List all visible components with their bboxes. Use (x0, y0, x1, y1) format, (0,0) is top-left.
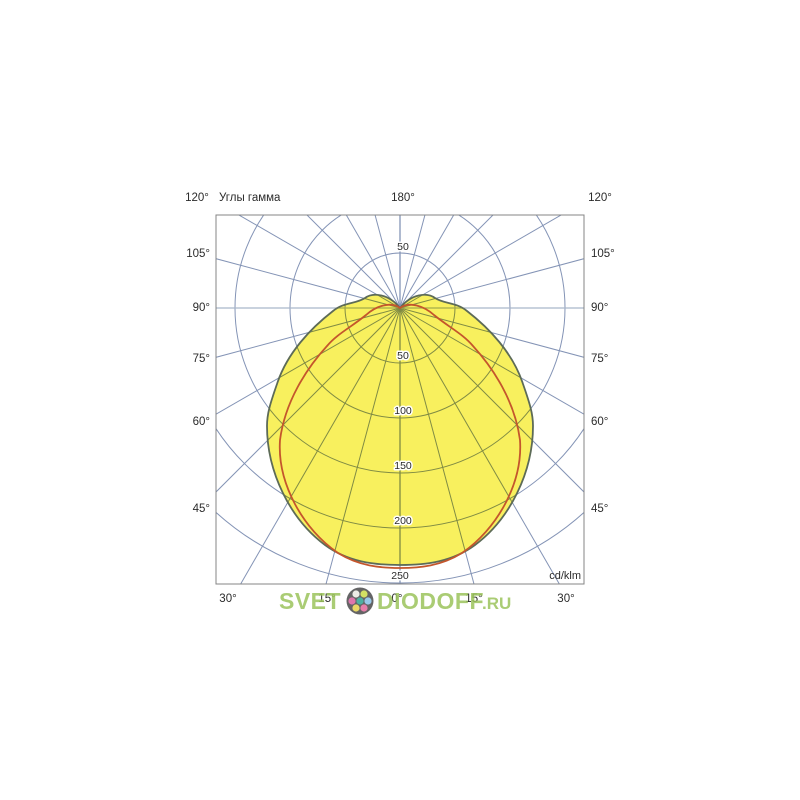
distribution-curve-c0 (278, 303, 522, 569)
angle-label-top-180: 180° (391, 192, 415, 204)
polar-grid (216, 215, 584, 584)
angle-label-bottom-right-15: 15° (465, 593, 482, 605)
angle-label-left-105: 105° (186, 248, 210, 260)
ring-label-100: 100 (394, 405, 412, 417)
ring-label-upper-50: 50 (397, 241, 409, 253)
chart-title: Углы гамма (219, 192, 281, 204)
angle-label-left-90: 90° (193, 302, 210, 314)
angle-label-bottom-right-30: 30° (557, 593, 574, 605)
angle-label-top-left-120: 120° (185, 192, 209, 204)
ring-label-200: 200 (394, 515, 412, 527)
angle-label-left-75: 75° (193, 353, 210, 365)
watermark: SVET DIODOFF .RU (279, 587, 511, 615)
watermark-text-prefix: SVET (279, 588, 341, 614)
watermark-logo-icon (346, 587, 374, 615)
distribution-curve-c90-outline (266, 293, 534, 566)
ring-label-50: 50 (397, 350, 409, 362)
angle-label-right-105: 105° (591, 248, 615, 260)
angle-label-right-60: 60° (591, 416, 608, 428)
angle-label-bottom-left-30: 30° (219, 593, 236, 605)
angle-label-top-right-120: 120° (588, 192, 612, 204)
unit-label: cd/klm (549, 570, 581, 582)
watermark-text-suffix: DIODOFF (377, 588, 484, 614)
angle-label-left-60: 60° (193, 416, 210, 428)
watermark-text-tld: .RU (482, 594, 511, 613)
angle-label-bottom-left-15: 15° (318, 593, 335, 605)
angle-label-right-75: 75° (591, 353, 608, 365)
angle-label-right-90: 90° (591, 302, 608, 314)
angle-label-right-45: 45° (591, 503, 608, 515)
plot-border (215, 214, 585, 585)
angle-label-bottom-0: 0° (392, 593, 403, 605)
angle-label-left-45: 45° (193, 503, 210, 515)
ring-label-150: 150 (394, 460, 412, 472)
ring-label-250: 250 (391, 570, 409, 582)
